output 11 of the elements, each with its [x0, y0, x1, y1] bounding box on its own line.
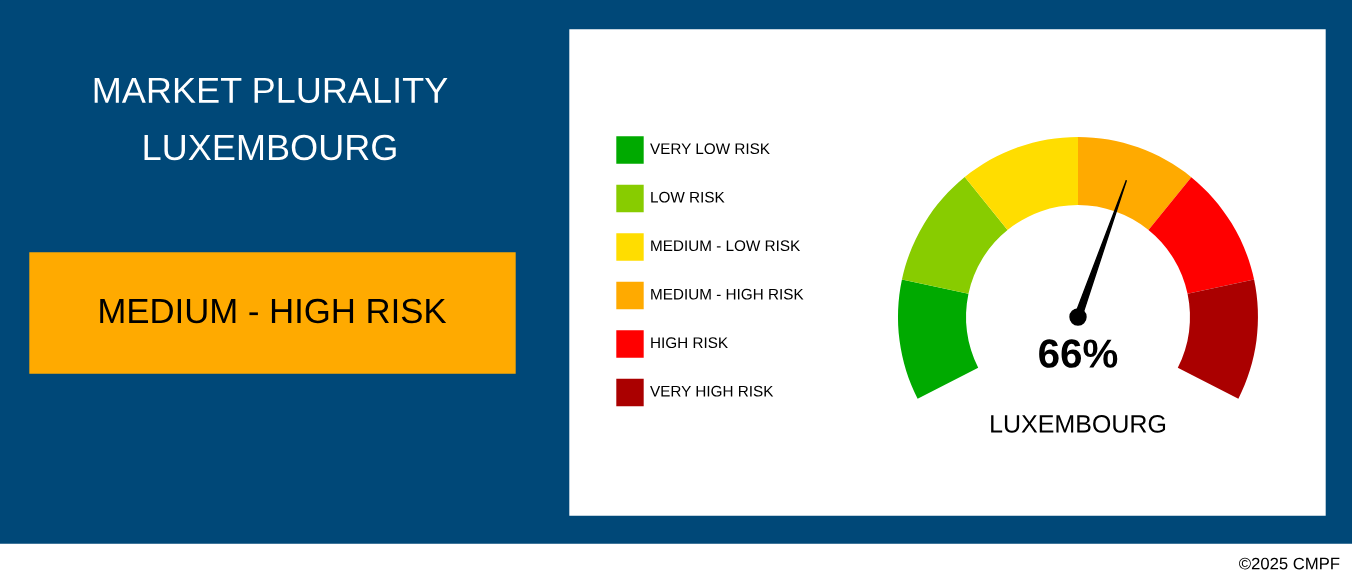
legend-label: MEDIUM - HIGH RISK [651, 288, 804, 300]
text: 66% [1039, 339, 1118, 368]
text: ©2025 CMPF [1239, 557, 1340, 570]
legend-label: VERY HIGH RISK [650, 385, 774, 397]
legend-label: HIGH RISK [651, 337, 728, 349]
legend-label: LOW RISK [651, 191, 725, 203]
legend-label: MEDIUM - LOW RISK [651, 240, 801, 252]
text: LUXEMBOURG [991, 415, 1166, 433]
text: MARKET PLURALITY LUXEMBOURG [94, 77, 448, 161]
legend-label: VERY LOW RISK [650, 143, 770, 155]
text: MEDIUM - HIGH RISK [100, 298, 447, 324]
